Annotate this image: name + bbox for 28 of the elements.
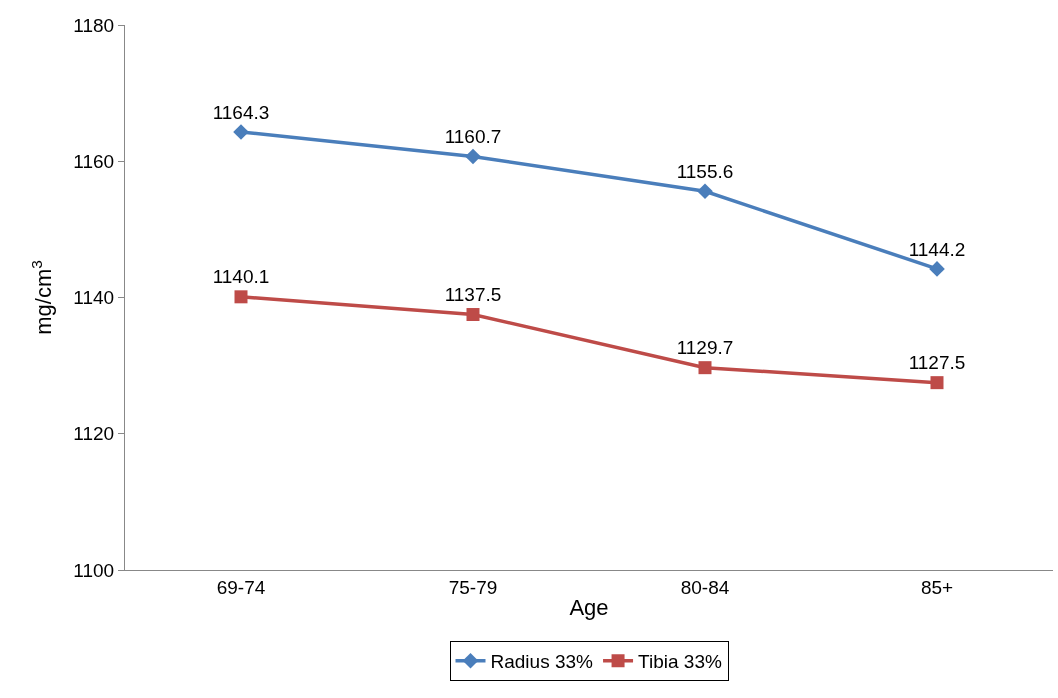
data-label: 1129.7 [676,336,734,358]
data-label: 1140.1 [212,265,270,287]
data-label: 1127.5 [908,351,966,373]
y-tick-label: 1160 [73,150,115,172]
point [698,361,712,375]
point [697,183,713,200]
x-tick-label: 80-84 [680,576,730,598]
x-axis-title: Age [569,594,609,620]
data-label: 1164.3 [212,101,270,123]
point [466,308,480,322]
x-tick-label: 85+ [920,576,954,598]
x-tick-label: 75-79 [448,576,498,598]
point [930,376,944,390]
point [929,261,945,277]
legend-label: Tibia 33% [638,651,722,673]
legend-label: Radius 33% [490,651,594,673]
y-tick-label: 1140 [73,287,115,309]
y-tick-label: 1100 [73,559,115,581]
y-tick-label: 1120 [73,423,115,445]
x-tick-label: 69-74 [216,576,266,598]
point [465,148,481,165]
point [233,124,249,140]
data-label: 1155.6 [676,160,734,182]
point [234,290,248,304]
data-label: 1160.7 [444,126,502,148]
data-label: 1137.5 [444,283,502,305]
y-tick-label: 1180 [73,14,115,36]
data-label: 1144.2 [908,238,966,260]
